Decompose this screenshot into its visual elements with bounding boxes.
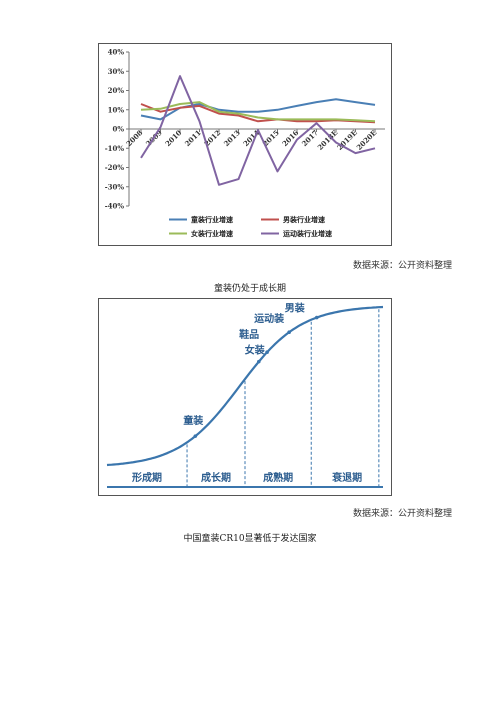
legend-label: 运动装行业增速 [283, 229, 332, 238]
legend-label: 男装行业增速 [283, 215, 325, 224]
y-tick-label: -40% [105, 202, 125, 211]
curve-label: 男装 [285, 302, 305, 315]
curve-label: 童装 [183, 414, 203, 427]
phase-label: 形成期 [132, 471, 162, 484]
y-tick-label: -20% [105, 163, 125, 172]
growth-rate-chart-svg: 40%30%20%10%0%-10%-20%-30%-40%2008 2009 20… [105, 48, 385, 238]
y-tick-label: 0% [112, 125, 124, 134]
y-tick-label: 40% [108, 48, 125, 57]
curve-label: 鞋品 [239, 328, 259, 341]
y-tick-label: -30% [105, 182, 125, 191]
caption-lifecycle: 童装仍处于成长期 [213, 284, 286, 294]
curve-label: 女装 [245, 344, 265, 357]
series-line-4 [140, 75, 376, 186]
phase-label: 衰退期 [331, 471, 362, 484]
y-tick-label: 20% [108, 86, 125, 95]
x-tick-label: 2018E [315, 128, 339, 152]
lifecycle-chart: 形成期 成长期 成熟期 衰退期 童装 女装 鞋品 运动装 男装 [98, 298, 392, 496]
y-tick-label: 30% [108, 67, 125, 76]
phase-label: 成长期 [201, 471, 231, 484]
legend-label: 童装行业增速 [191, 215, 233, 224]
curve-point [257, 359, 261, 364]
lifecycle-curve [106, 305, 384, 467]
phase-label: 成熟期 [263, 471, 293, 484]
caption-cr10: 中国童装CR10显著低于发达国家 [183, 534, 317, 544]
source-note-2: 数据来源：公开资料整理 [352, 509, 452, 519]
growth-rate-chart: 40% 30% 20% 10% 0% -10% -20% -30% -40% 2008 2009 20… [98, 43, 392, 246]
curve-label: 运动装 [254, 312, 284, 325]
curve-point [287, 330, 291, 335]
curve-point [193, 434, 198, 438]
curve-point [265, 350, 269, 355]
curve-point [314, 315, 319, 320]
source-note-1: 数据来源：公开资料整理 [352, 261, 452, 271]
legend-label: 女装行业增速 [191, 229, 233, 238]
y-tick-label: 10% [108, 105, 125, 114]
y-tick-label: -10% [105, 144, 125, 153]
series-line-3 [140, 101, 376, 123]
